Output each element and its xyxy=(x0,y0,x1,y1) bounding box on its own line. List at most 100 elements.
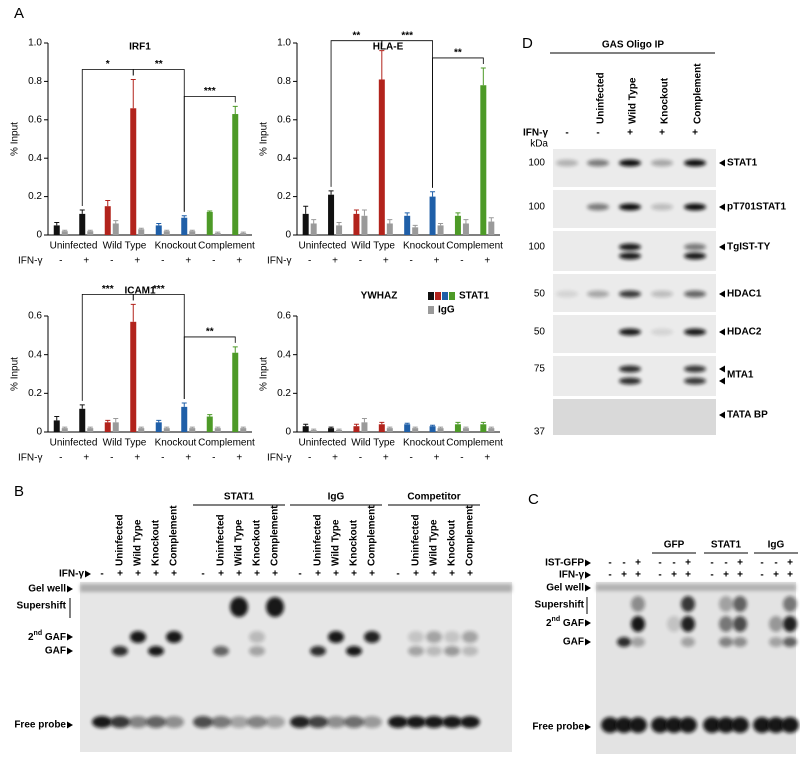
legend-swatch xyxy=(428,292,434,300)
row-label-part: GAF xyxy=(42,632,66,643)
band xyxy=(684,377,706,385)
treatment-sign: + xyxy=(449,569,455,580)
treatment-sign: + xyxy=(254,569,260,580)
bar xyxy=(336,430,343,432)
band xyxy=(164,716,184,728)
error-bar xyxy=(438,426,444,429)
pointer xyxy=(585,723,591,731)
band xyxy=(230,597,248,617)
band xyxy=(719,637,733,647)
treatment-sign: - xyxy=(658,558,661,569)
band xyxy=(587,159,609,167)
error-bar xyxy=(480,421,486,425)
condition: - xyxy=(308,453,311,464)
bar xyxy=(181,406,188,432)
band xyxy=(462,631,478,643)
protein-label: TgIST-TY xyxy=(727,242,771,253)
treatment-sign: + xyxy=(315,569,321,580)
significance-label: *** xyxy=(401,30,413,41)
y-tick-label: 0.4 xyxy=(277,153,291,164)
treatment-sign: - xyxy=(565,128,568,139)
y-tick-label: 0.6 xyxy=(28,114,42,125)
band xyxy=(362,716,382,728)
band xyxy=(769,616,783,632)
legend-label: IgG xyxy=(438,305,455,316)
band xyxy=(211,716,231,728)
bar xyxy=(462,223,469,235)
band xyxy=(166,631,182,643)
protein-label: TATA BP xyxy=(727,410,768,421)
band xyxy=(460,716,480,728)
error-bar xyxy=(113,220,119,224)
lane-label: Uninfected xyxy=(115,514,126,566)
significance-label: ** xyxy=(353,30,361,41)
bar xyxy=(454,424,461,432)
band xyxy=(651,328,673,336)
band xyxy=(753,717,771,733)
group-label: Wild Type xyxy=(351,241,395,252)
group-label: Knockout xyxy=(155,438,197,449)
lane-label: Uninfected xyxy=(313,514,324,566)
band xyxy=(310,646,326,656)
band xyxy=(601,717,619,733)
condition: - xyxy=(308,256,311,267)
panel-letter: A xyxy=(14,5,24,22)
condition: + xyxy=(134,256,140,267)
error-bar xyxy=(488,217,494,222)
band xyxy=(290,716,310,728)
treatment-sign: + xyxy=(787,570,793,581)
treatment-sign: + xyxy=(737,570,743,581)
y-tick-label: 0.6 xyxy=(277,311,291,322)
y-tick-label: 0.4 xyxy=(28,153,42,164)
band xyxy=(619,328,641,336)
group-label: Wild Type xyxy=(103,438,147,449)
mw-marker: 50 xyxy=(534,289,546,300)
bar xyxy=(181,217,188,235)
lane-label: Knockout xyxy=(660,77,671,124)
treatment-sign: + xyxy=(692,128,698,139)
bar xyxy=(353,426,360,432)
treatment-sign: + xyxy=(787,558,793,569)
y-tick-label: 1.0 xyxy=(277,38,291,49)
lane-label: Knockout xyxy=(349,519,360,566)
condition: + xyxy=(185,256,191,267)
pointer xyxy=(67,647,73,655)
row-label: Gel well xyxy=(28,584,66,595)
treatment-sign: + xyxy=(117,569,123,580)
set-header: IgG xyxy=(328,492,345,503)
significance-bracket xyxy=(183,336,236,399)
error-bar xyxy=(463,426,469,429)
error-bar xyxy=(328,426,334,429)
band xyxy=(619,243,641,251)
bar xyxy=(437,428,444,432)
lane-label: Wild Type xyxy=(234,519,245,566)
y-tick-label: 0 xyxy=(285,427,291,438)
bar xyxy=(404,424,411,432)
row-label: 2nd GAF xyxy=(546,616,584,629)
group-label: Uninfected xyxy=(50,241,98,252)
error-bar xyxy=(113,417,119,423)
pointer xyxy=(719,411,725,419)
lane-label: Wild Type xyxy=(331,519,342,566)
bar xyxy=(240,233,247,235)
lane-label: Uninfected xyxy=(216,514,227,566)
error-bar xyxy=(62,426,68,429)
pointer xyxy=(719,290,725,298)
bar xyxy=(155,422,162,432)
error-bar xyxy=(430,191,436,197)
bar xyxy=(232,352,239,432)
mw-marker: 75 xyxy=(534,364,546,375)
treatment-sign: + xyxy=(413,569,419,580)
treatment-sign: + xyxy=(659,128,665,139)
band xyxy=(617,637,631,647)
treatment-sign: - xyxy=(298,569,301,580)
band xyxy=(587,290,609,298)
bar xyxy=(214,233,221,235)
band xyxy=(408,646,424,656)
treatment-sign: + xyxy=(236,569,242,580)
condition: + xyxy=(484,453,490,464)
y-tick-label: 0.6 xyxy=(28,311,42,322)
band xyxy=(326,716,346,728)
y-axis-label: % Input xyxy=(10,357,21,391)
